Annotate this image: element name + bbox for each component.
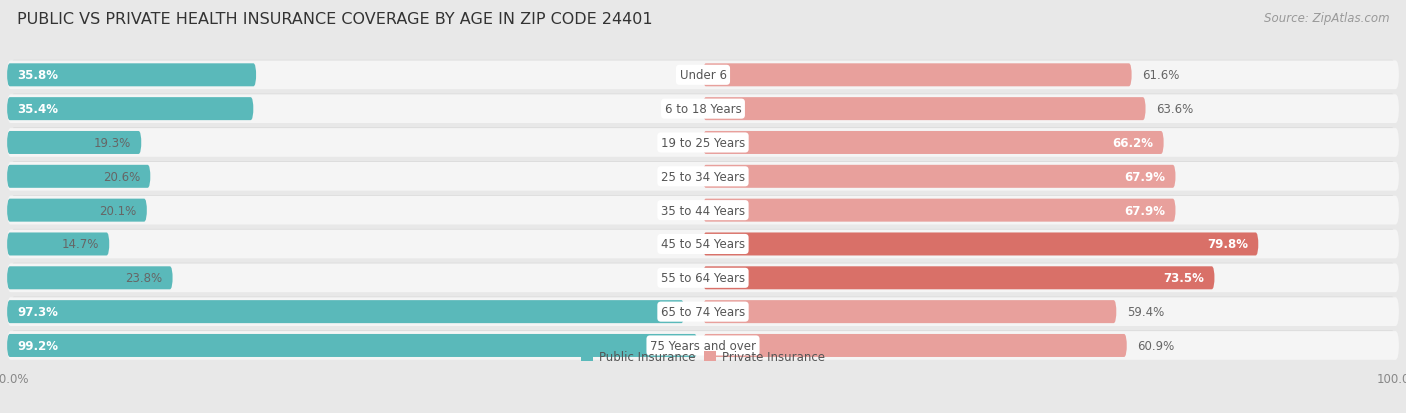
FancyBboxPatch shape — [7, 163, 1399, 191]
Text: 35.8%: 35.8% — [17, 69, 59, 82]
FancyBboxPatch shape — [7, 297, 1399, 326]
FancyBboxPatch shape — [7, 95, 1399, 124]
Text: 19 to 25 Years: 19 to 25 Years — [661, 137, 745, 150]
FancyBboxPatch shape — [7, 267, 173, 290]
FancyBboxPatch shape — [7, 196, 1399, 225]
Text: 60.9%: 60.9% — [1137, 339, 1174, 352]
Text: 97.3%: 97.3% — [17, 305, 58, 318]
FancyBboxPatch shape — [10, 196, 1396, 224]
Text: 59.4%: 59.4% — [1126, 305, 1164, 318]
FancyBboxPatch shape — [10, 128, 1396, 157]
FancyBboxPatch shape — [7, 300, 685, 323]
FancyBboxPatch shape — [703, 233, 1258, 256]
Text: 67.9%: 67.9% — [1125, 204, 1166, 217]
Text: 20.1%: 20.1% — [100, 204, 136, 217]
FancyBboxPatch shape — [10, 162, 1396, 190]
Text: 19.3%: 19.3% — [94, 137, 131, 150]
FancyBboxPatch shape — [7, 233, 110, 256]
Text: 55 to 64 Years: 55 to 64 Years — [661, 272, 745, 285]
Text: 25 to 34 Years: 25 to 34 Years — [661, 171, 745, 183]
FancyBboxPatch shape — [10, 263, 1396, 292]
Text: 66.2%: 66.2% — [1112, 137, 1153, 150]
Text: 79.8%: 79.8% — [1206, 238, 1249, 251]
FancyBboxPatch shape — [703, 132, 1164, 154]
Text: 45 to 54 Years: 45 to 54 Years — [661, 238, 745, 251]
FancyBboxPatch shape — [10, 94, 1396, 123]
FancyBboxPatch shape — [703, 98, 1146, 121]
FancyBboxPatch shape — [703, 334, 1126, 357]
Text: 6 to 18 Years: 6 to 18 Years — [665, 103, 741, 116]
FancyBboxPatch shape — [10, 331, 1396, 359]
FancyBboxPatch shape — [10, 229, 1396, 258]
FancyBboxPatch shape — [10, 61, 1396, 89]
Text: 67.9%: 67.9% — [1125, 171, 1166, 183]
Text: Source: ZipAtlas.com: Source: ZipAtlas.com — [1264, 12, 1389, 25]
FancyBboxPatch shape — [703, 64, 1132, 87]
Text: 75 Years and over: 75 Years and over — [650, 339, 756, 352]
FancyBboxPatch shape — [703, 199, 1175, 222]
Text: 35.4%: 35.4% — [17, 103, 59, 116]
Text: 35 to 44 Years: 35 to 44 Years — [661, 204, 745, 217]
Text: 20.6%: 20.6% — [103, 171, 141, 183]
FancyBboxPatch shape — [7, 129, 1399, 157]
FancyBboxPatch shape — [7, 199, 146, 222]
Text: 63.6%: 63.6% — [1156, 103, 1194, 116]
FancyBboxPatch shape — [703, 300, 1116, 323]
Text: 61.6%: 61.6% — [1142, 69, 1180, 82]
FancyBboxPatch shape — [703, 165, 1175, 188]
FancyBboxPatch shape — [7, 331, 1399, 360]
FancyBboxPatch shape — [7, 230, 1399, 259]
Text: 14.7%: 14.7% — [62, 238, 98, 251]
Text: 99.2%: 99.2% — [17, 339, 59, 352]
Text: Under 6: Under 6 — [679, 69, 727, 82]
FancyBboxPatch shape — [7, 61, 1399, 90]
Text: PUBLIC VS PRIVATE HEALTH INSURANCE COVERAGE BY AGE IN ZIP CODE 24401: PUBLIC VS PRIVATE HEALTH INSURANCE COVER… — [17, 12, 652, 27]
Text: 23.8%: 23.8% — [125, 272, 162, 285]
FancyBboxPatch shape — [10, 297, 1396, 325]
Text: 73.5%: 73.5% — [1163, 272, 1204, 285]
FancyBboxPatch shape — [7, 165, 150, 188]
FancyBboxPatch shape — [7, 334, 697, 357]
Text: 65 to 74 Years: 65 to 74 Years — [661, 305, 745, 318]
FancyBboxPatch shape — [7, 132, 142, 154]
Legend: Public Insurance, Private Insurance: Public Insurance, Private Insurance — [576, 346, 830, 368]
FancyBboxPatch shape — [703, 267, 1215, 290]
FancyBboxPatch shape — [7, 64, 256, 87]
FancyBboxPatch shape — [7, 264, 1399, 292]
FancyBboxPatch shape — [7, 98, 253, 121]
